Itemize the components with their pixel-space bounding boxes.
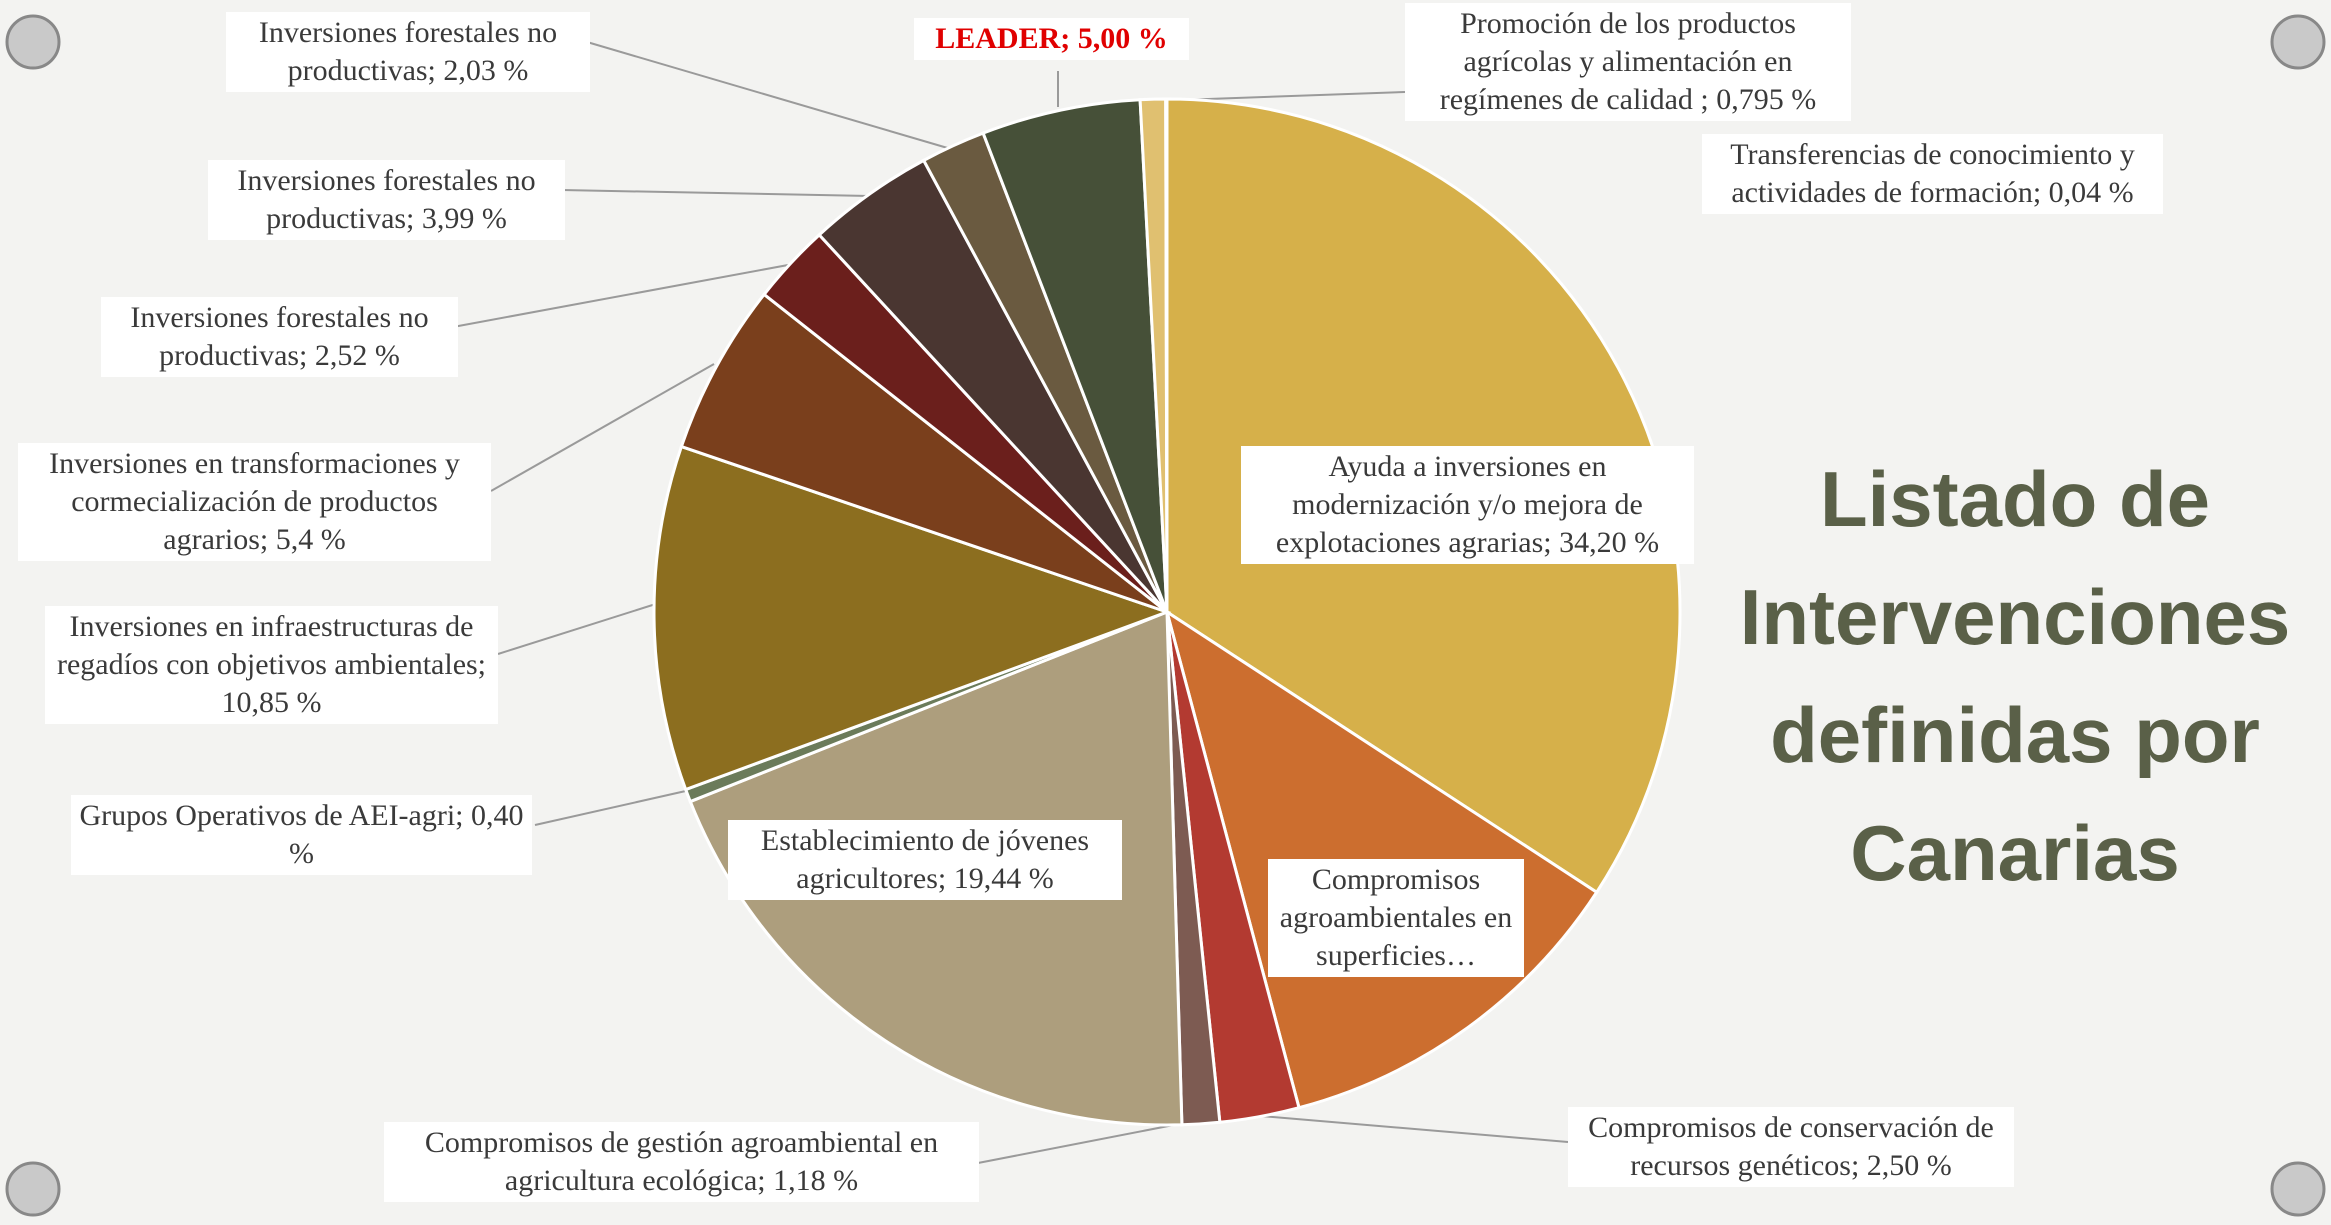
data-label: Inversiones en infraestructuras de regad… bbox=[45, 606, 498, 724]
data-label: Compromisos de conservación de recursos … bbox=[1568, 1107, 2014, 1187]
data-label: Grupos Operativos de AEI-agri; 0,40 % bbox=[71, 795, 532, 875]
data-label: Compromisos agroambientales en superfici… bbox=[1268, 859, 1524, 977]
data-label: Inversiones en transformaciones y cormec… bbox=[18, 443, 491, 561]
data-label: LEADER; 5,00 % bbox=[914, 18, 1189, 60]
data-label: Promoción de los productos agrícolas y a… bbox=[1405, 3, 1851, 121]
data-label: Establecimiento de jóvenes agricultores;… bbox=[728, 820, 1122, 900]
data-label: Compromisos de gestión agroambiental en … bbox=[384, 1122, 979, 1202]
chart-title: Listado de Intervenciones definidas por … bbox=[1695, 440, 2331, 912]
slide: Listado de Intervenciones definidas por … bbox=[0, 0, 2331, 1225]
data-label: Inversiones forestales no productivas; 2… bbox=[226, 12, 590, 92]
data-label: Inversiones forestales no productivas; 3… bbox=[208, 160, 565, 240]
data-label: Transferencias de conocimiento y activid… bbox=[1702, 134, 2163, 214]
data-label: Ayuda a inversiones en modernización y/o… bbox=[1241, 446, 1694, 564]
data-label: Inversiones forestales no productivas; 2… bbox=[101, 297, 458, 377]
pie-slice bbox=[1166, 99, 1167, 612]
